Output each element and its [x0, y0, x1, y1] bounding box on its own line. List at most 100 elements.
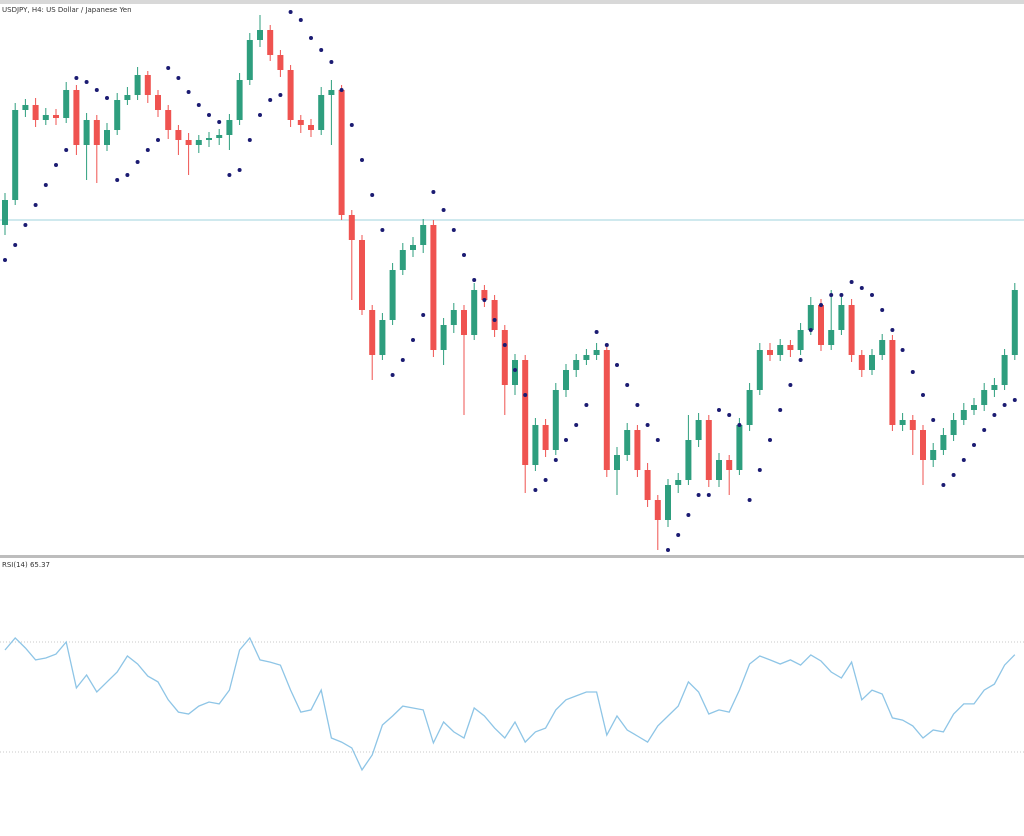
sar-dot: [309, 36, 313, 40]
sar-dot: [727, 413, 732, 417]
sar-dot: [992, 413, 997, 417]
candle-body: [216, 135, 223, 138]
sar-dot: [655, 438, 660, 442]
candle-body: [542, 425, 549, 450]
candle-body: [236, 80, 243, 120]
candle-body: [359, 240, 365, 310]
sar-dot: [808, 328, 813, 332]
sar-dot: [156, 138, 160, 142]
sar-dot: [207, 113, 211, 117]
candle-body: [1011, 290, 1018, 355]
sar-dot: [237, 168, 242, 172]
candle-body: [399, 250, 406, 270]
candle-body: [206, 138, 212, 140]
sar-dot: [411, 338, 415, 342]
candle-body: [53, 115, 59, 118]
sar-dot: [472, 278, 477, 282]
sar-dot: [788, 383, 793, 387]
sar-dot: [43, 183, 48, 187]
sar-dot: [941, 483, 946, 487]
top-bar: [0, 0, 1024, 4]
sar-dot: [64, 148, 69, 152]
sar-dot: [747, 498, 752, 502]
candle-body: [338, 90, 345, 215]
sar-dot: [33, 203, 38, 207]
candle-body: [838, 305, 845, 330]
candle-body: [226, 120, 233, 135]
candle-body: [603, 350, 610, 470]
candle-body: [512, 360, 518, 385]
sar-dot: [380, 228, 385, 232]
sar-dot: [94, 88, 99, 92]
sar-dot: [513, 368, 517, 372]
candle-body: [767, 350, 773, 355]
candle-body: [522, 360, 529, 465]
pane-separator: [0, 555, 1024, 558]
candle-body: [705, 420, 712, 480]
sar-dot: [247, 138, 252, 142]
sar-dot: [961, 458, 966, 462]
sar-dot: [502, 343, 507, 347]
candle-body: [869, 355, 875, 370]
candle-body: [257, 30, 263, 40]
sar-dot: [84, 80, 89, 84]
price-pane: [0, 10, 1024, 552]
candle-body: [1001, 355, 1008, 385]
rsi-line: [4, 636, 1016, 772]
sar-dot: [13, 243, 18, 247]
sar-dot: [849, 280, 854, 284]
sar-dot: [880, 308, 885, 312]
sar-dot: [3, 258, 7, 262]
sar-dot: [227, 173, 232, 177]
sar-dot: [768, 438, 772, 442]
candle-body: [246, 40, 253, 80]
sar-dot: [859, 286, 864, 290]
candle-body: [287, 70, 294, 120]
sar-dot: [584, 403, 589, 407]
sar-dot: [492, 318, 497, 322]
candle-body: [991, 385, 998, 390]
candle-body: [308, 125, 314, 130]
candle-body: [532, 425, 539, 465]
candle-body: [83, 120, 90, 145]
sar-dot: [737, 423, 742, 427]
candle-body: [318, 95, 325, 130]
symbol-title: USDJPY, H4: US Dollar / Japanese Yen: [2, 6, 132, 14]
candle-body: [807, 305, 814, 330]
candle-body: [369, 310, 376, 355]
candle-body: [930, 450, 937, 460]
rsi-pane: [0, 636, 1024, 772]
sar-dot: [890, 328, 895, 332]
candle-body: [552, 390, 559, 450]
candle-body: [501, 330, 508, 385]
sar-dot: [615, 363, 619, 367]
sar-dot: [54, 163, 58, 167]
sar-dot: [931, 418, 936, 422]
candle-body: [593, 350, 600, 355]
candle-body: [818, 305, 824, 345]
candle-body: [124, 95, 131, 100]
candle-body: [175, 130, 182, 140]
sar-dot: [870, 293, 874, 297]
candle-body: [165, 110, 172, 130]
sar-dot: [196, 103, 201, 107]
candle-body: [379, 320, 386, 355]
sar-dot: [278, 93, 283, 97]
candle-body: [481, 290, 488, 300]
candle-body: [389, 270, 396, 320]
sar-dot: [115, 178, 120, 182]
sar-dot: [74, 76, 79, 80]
candle-body: [787, 345, 794, 350]
sar-dot: [778, 408, 783, 412]
sar-dot: [717, 408, 721, 412]
sar-dot: [339, 88, 344, 92]
sar-dot: [523, 393, 528, 397]
candle-body: [328, 90, 335, 95]
candle-body: [920, 430, 926, 460]
candle-body: [726, 460, 733, 470]
sar-dot: [105, 96, 109, 100]
candle-body: [348, 215, 355, 240]
candle-body: [2, 200, 8, 225]
